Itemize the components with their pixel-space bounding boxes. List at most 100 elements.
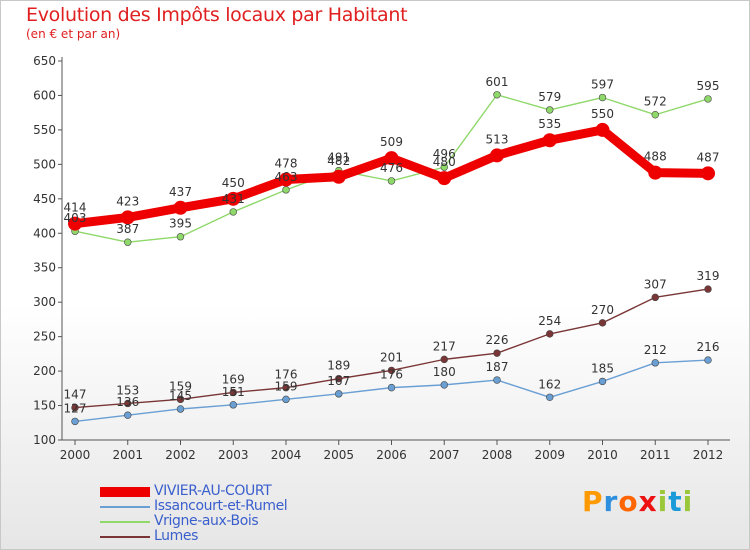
y-tick-label: 150 [33,399,56,413]
data-label-vrigne: 496 [433,147,456,161]
data-label-vrigne: 463 [275,170,298,184]
data-point-vivier [173,200,188,215]
y-tick-label: 400 [33,226,56,240]
data-label-issancourt: 151 [222,385,245,399]
data-point-lumes [229,388,237,397]
data-label-lumes: 307 [644,277,667,291]
data-label-vrigne: 597 [591,78,614,92]
x-tick-label: 2004 [271,448,302,462]
data-point-lumes [387,366,396,375]
data-label-vivier: 535 [538,117,561,131]
data-point-vivier [331,169,346,184]
data-label-vivier: 414 [64,201,87,215]
data-point-issancourt [704,356,712,364]
data-label-issancourt: 145 [169,389,192,403]
data-point-issancourt [176,405,185,413]
data-point-lumes [176,395,185,404]
data-point-vivier [279,172,293,187]
y-tick-label: 500 [33,157,56,171]
data-label-vivier: 423 [116,194,139,208]
legend-swatch-issancourt [100,506,150,508]
x-tick-label: 2009 [534,448,565,462]
x-tick-label: 2008 [482,448,513,462]
data-point-lumes [704,285,712,293]
data-point-lumes [651,293,659,302]
data-point-vrigne [387,177,396,185]
data-label-vrigne: 579 [538,90,561,104]
x-tick-label: 2010 [587,448,618,462]
data-label-vivier: 482 [327,154,350,168]
data-point-vrigne [598,93,607,102]
data-point-vrigne [651,111,659,119]
data-point-issancourt [493,376,501,384]
legend-label-lumes: Lumes [154,528,198,544]
data-point-vivier [384,151,399,166]
data-label-lumes: 254 [538,314,561,328]
data-point-vivier [68,216,82,231]
x-tick-label: 2005 [323,448,354,462]
data-point-vivier [437,171,452,186]
x-tick-label: 2001 [112,448,143,462]
data-label-issancourt: 176 [380,368,403,382]
data-label-lumes: 147 [64,388,87,402]
chart-subtitle: (en € et par an) [26,27,121,41]
data-label-vivier: 478 [275,157,298,171]
data-label-vrigne: 403 [64,211,87,225]
data-point-issancourt [598,377,607,386]
data-point-issancourt [335,390,343,398]
data-point-lumes [282,383,290,392]
data-point-vivier [595,122,610,137]
data-point-lumes [440,355,448,364]
data-label-issancourt: 162 [538,377,561,391]
y-tick-label: 300 [33,295,56,309]
y-tick-label: 350 [33,261,56,275]
data-label-lumes: 176 [275,368,298,382]
data-point-vrigne [546,106,554,114]
data-label-vrigne: 476 [380,161,403,175]
data-point-vivier [542,133,557,148]
data-point-lumes [71,403,79,412]
legend-label-vrigne: Vrigne-aux-Bois [154,513,259,529]
data-label-lumes: 217 [433,339,456,353]
data-point-vivier [490,148,504,163]
data-label-lumes: 189 [327,359,350,373]
y-tick-label: 100 [33,433,56,447]
y-tick-label: 550 [33,123,56,137]
data-point-vrigne [704,95,712,103]
x-tick-label: 2007 [429,448,460,462]
data-point-vrigne [440,163,448,171]
data-label-lumes: 201 [380,350,403,364]
legend-swatch-lumes [100,536,150,538]
y-tick-label: 600 [33,88,56,102]
data-label-issancourt: 212 [644,343,667,357]
data-label-vrigne: 572 [644,95,667,109]
y-tick-label: 250 [33,330,56,344]
legend-swatch-vivier [100,487,150,497]
data-label-issancourt: 167 [327,374,350,388]
data-point-issancourt [124,411,132,419]
data-point-lumes [598,319,607,327]
y-tick-label: 650 [33,54,56,68]
data-label-vivier: 480 [433,155,456,169]
data-point-vrigne [176,233,185,241]
data-point-vivier [701,166,715,181]
data-point-issancourt [651,359,659,367]
chart-title: Evolution des Impôts locaux par Habitant [26,4,408,26]
data-point-lumes [335,374,343,383]
data-label-lumes: 226 [486,333,509,347]
data-point-issancourt [387,383,396,392]
data-point-lumes [546,330,554,338]
data-label-lumes: 159 [169,379,192,393]
data-label-issancourt: 127 [64,401,87,415]
x-tick-label: 2011 [640,448,671,462]
data-label-issancourt: 187 [486,360,509,374]
proxiti-logo: Proxiti [582,485,694,518]
data-point-issancourt [229,401,237,409]
x-tick-label: 2006 [376,448,407,462]
data-point-lumes [493,349,501,357]
data-label-lumes: 153 [116,383,139,397]
data-label-vrigne: 491 [327,151,350,165]
legend-label-issancourt: Issancourt-et-Rumel [154,498,288,514]
